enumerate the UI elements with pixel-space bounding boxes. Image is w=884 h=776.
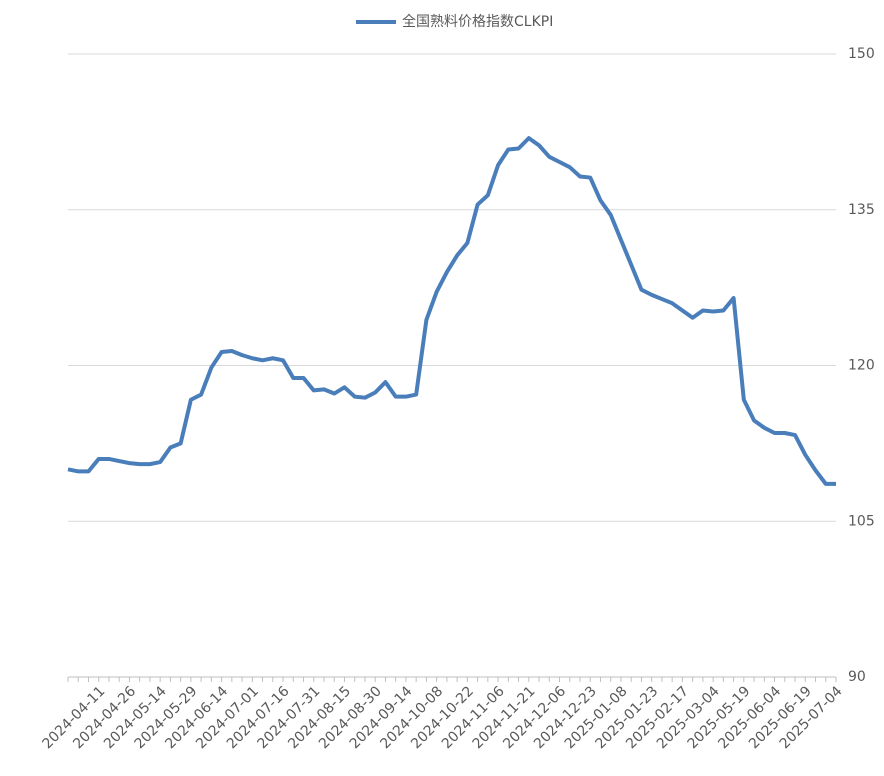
legend-label: 全国熟料价格指数CLKPI xyxy=(402,13,553,30)
y-tick-label: 150 xyxy=(848,46,875,62)
series-line xyxy=(67,136,836,486)
y-tick-label: 135 xyxy=(848,202,875,218)
y-tick-label: 120 xyxy=(848,358,875,374)
y-tick-label: 90 xyxy=(848,669,866,685)
y-tick-label: 105 xyxy=(848,513,875,529)
